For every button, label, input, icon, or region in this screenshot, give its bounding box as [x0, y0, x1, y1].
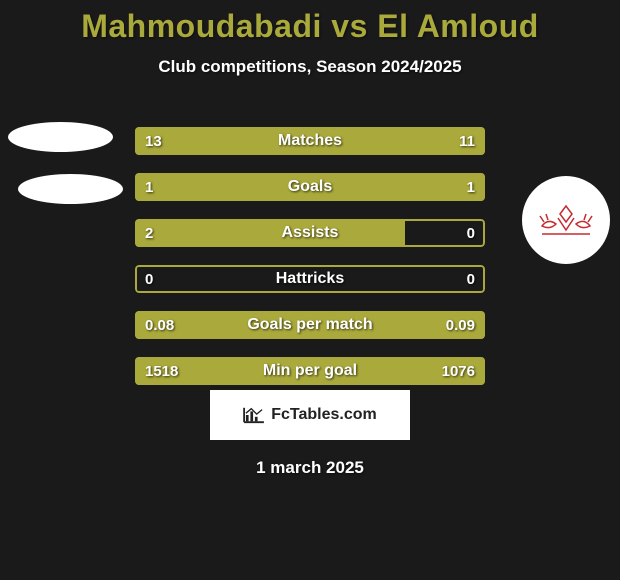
date-label: 1 march 2025: [0, 458, 620, 478]
watermark-text: FcTables.com: [271, 406, 377, 424]
stat-row: 0.080.09Goals per match: [135, 311, 485, 339]
stat-row: 1311Matches: [135, 127, 485, 155]
stat-row: 15181076Min per goal: [135, 357, 485, 385]
club-emblem-icon: [536, 200, 596, 240]
stat-bars: 1311Matches 11Goals 20Assists 00Hattricks 0.…: [135, 127, 485, 403]
stat-label: Assists: [135, 219, 485, 247]
comparison-infographic: Mahmoudabadi vs El Amloud Club competiti…: [0, 0, 620, 580]
stats-area: 1311Matches 11Goals 20Assists 00Hattricks 0.…: [0, 112, 620, 372]
stat-row: 00Hattricks: [135, 265, 485, 293]
stat-label: Hattricks: [135, 265, 485, 293]
stat-row: 20Assists: [135, 219, 485, 247]
player-badge-left-1: [8, 122, 113, 152]
chart-icon: [243, 406, 265, 424]
page-title: Mahmoudabadi vs El Amloud: [0, 0, 620, 45]
stat-label: Min per goal: [135, 357, 485, 385]
player-badge-right: [522, 176, 610, 264]
stat-row: 11Goals: [135, 173, 485, 201]
stat-label: Goals per match: [135, 311, 485, 339]
page-subtitle: Club competitions, Season 2024/2025: [0, 57, 620, 77]
stat-label: Goals: [135, 173, 485, 201]
player-badge-left-2: [18, 174, 123, 204]
stat-label: Matches: [135, 127, 485, 155]
